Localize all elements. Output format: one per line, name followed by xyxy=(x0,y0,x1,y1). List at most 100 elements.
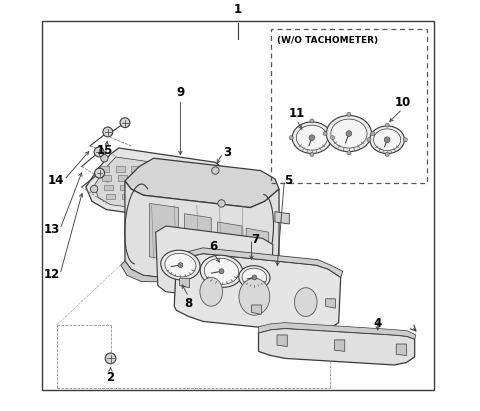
Circle shape xyxy=(309,135,315,141)
Circle shape xyxy=(103,127,113,137)
Text: 2: 2 xyxy=(107,371,115,384)
Ellipse shape xyxy=(294,288,317,316)
Polygon shape xyxy=(252,305,262,314)
Circle shape xyxy=(90,185,98,193)
Bar xyxy=(149,175,158,181)
Text: 7: 7 xyxy=(252,233,260,246)
Circle shape xyxy=(120,118,130,127)
Circle shape xyxy=(310,119,314,123)
Text: 1: 1 xyxy=(234,3,242,16)
Ellipse shape xyxy=(326,115,372,152)
Circle shape xyxy=(323,132,327,136)
Ellipse shape xyxy=(204,258,239,284)
Ellipse shape xyxy=(200,255,243,287)
Circle shape xyxy=(178,263,183,268)
Text: 13: 13 xyxy=(44,223,60,236)
Ellipse shape xyxy=(161,250,200,280)
Circle shape xyxy=(218,200,225,207)
Bar xyxy=(116,166,125,172)
Polygon shape xyxy=(277,335,287,346)
Polygon shape xyxy=(94,157,223,218)
Bar xyxy=(184,194,193,199)
Circle shape xyxy=(95,168,105,178)
Circle shape xyxy=(310,152,314,157)
Bar xyxy=(182,185,192,190)
Ellipse shape xyxy=(242,268,267,287)
Ellipse shape xyxy=(331,119,367,148)
Text: 9: 9 xyxy=(176,86,184,99)
Polygon shape xyxy=(86,148,230,224)
Circle shape xyxy=(347,151,351,155)
Bar xyxy=(132,166,141,172)
Polygon shape xyxy=(176,248,343,277)
Polygon shape xyxy=(174,254,341,333)
Circle shape xyxy=(331,136,335,140)
Polygon shape xyxy=(396,344,407,356)
Polygon shape xyxy=(325,299,336,308)
Bar xyxy=(120,185,129,190)
Text: 5: 5 xyxy=(284,173,293,187)
Text: 12: 12 xyxy=(44,268,60,281)
Circle shape xyxy=(384,137,390,143)
Circle shape xyxy=(347,112,351,116)
Bar xyxy=(122,194,131,199)
Ellipse shape xyxy=(292,122,332,153)
Text: 4: 4 xyxy=(373,317,382,330)
Text: 15: 15 xyxy=(97,144,113,157)
Circle shape xyxy=(101,155,108,162)
Ellipse shape xyxy=(165,253,196,277)
Circle shape xyxy=(346,131,352,136)
Polygon shape xyxy=(217,222,242,273)
Bar xyxy=(104,185,113,190)
Text: (W/O TACHOMETER): (W/O TACHOMETER) xyxy=(277,36,378,45)
Circle shape xyxy=(105,353,116,364)
Ellipse shape xyxy=(239,278,270,315)
Bar xyxy=(169,194,178,199)
Bar xyxy=(165,175,174,181)
Text: 11: 11 xyxy=(288,107,305,120)
Circle shape xyxy=(212,167,219,174)
Bar xyxy=(102,175,111,181)
Text: 6: 6 xyxy=(209,240,217,253)
Polygon shape xyxy=(180,278,190,288)
Polygon shape xyxy=(275,212,289,224)
Text: 3: 3 xyxy=(223,146,231,159)
Bar xyxy=(136,185,144,190)
Ellipse shape xyxy=(370,126,404,154)
Ellipse shape xyxy=(200,277,223,306)
Bar xyxy=(163,166,172,172)
Text: 8: 8 xyxy=(184,297,193,310)
Bar xyxy=(179,166,187,172)
Bar xyxy=(151,185,160,190)
Circle shape xyxy=(367,138,371,142)
Polygon shape xyxy=(125,181,279,288)
Circle shape xyxy=(289,136,293,140)
Circle shape xyxy=(403,138,408,142)
Text: 10: 10 xyxy=(394,96,410,109)
Circle shape xyxy=(385,152,389,157)
Bar xyxy=(180,175,190,181)
Bar xyxy=(107,194,116,199)
Bar xyxy=(133,175,143,181)
Ellipse shape xyxy=(296,125,327,150)
Ellipse shape xyxy=(373,129,401,150)
Ellipse shape xyxy=(239,266,270,289)
Polygon shape xyxy=(121,261,279,288)
Bar xyxy=(138,194,147,199)
Bar xyxy=(100,166,109,172)
Circle shape xyxy=(219,269,224,274)
Bar xyxy=(271,29,427,183)
Polygon shape xyxy=(150,203,179,261)
Bar xyxy=(153,194,162,199)
Polygon shape xyxy=(184,214,211,267)
Circle shape xyxy=(371,132,375,136)
Polygon shape xyxy=(246,228,269,277)
Polygon shape xyxy=(156,226,273,302)
Polygon shape xyxy=(259,328,415,365)
Polygon shape xyxy=(125,158,279,208)
Text: 14: 14 xyxy=(48,173,64,187)
Polygon shape xyxy=(335,340,345,351)
Circle shape xyxy=(94,147,104,157)
Circle shape xyxy=(252,275,257,280)
Circle shape xyxy=(385,123,389,127)
